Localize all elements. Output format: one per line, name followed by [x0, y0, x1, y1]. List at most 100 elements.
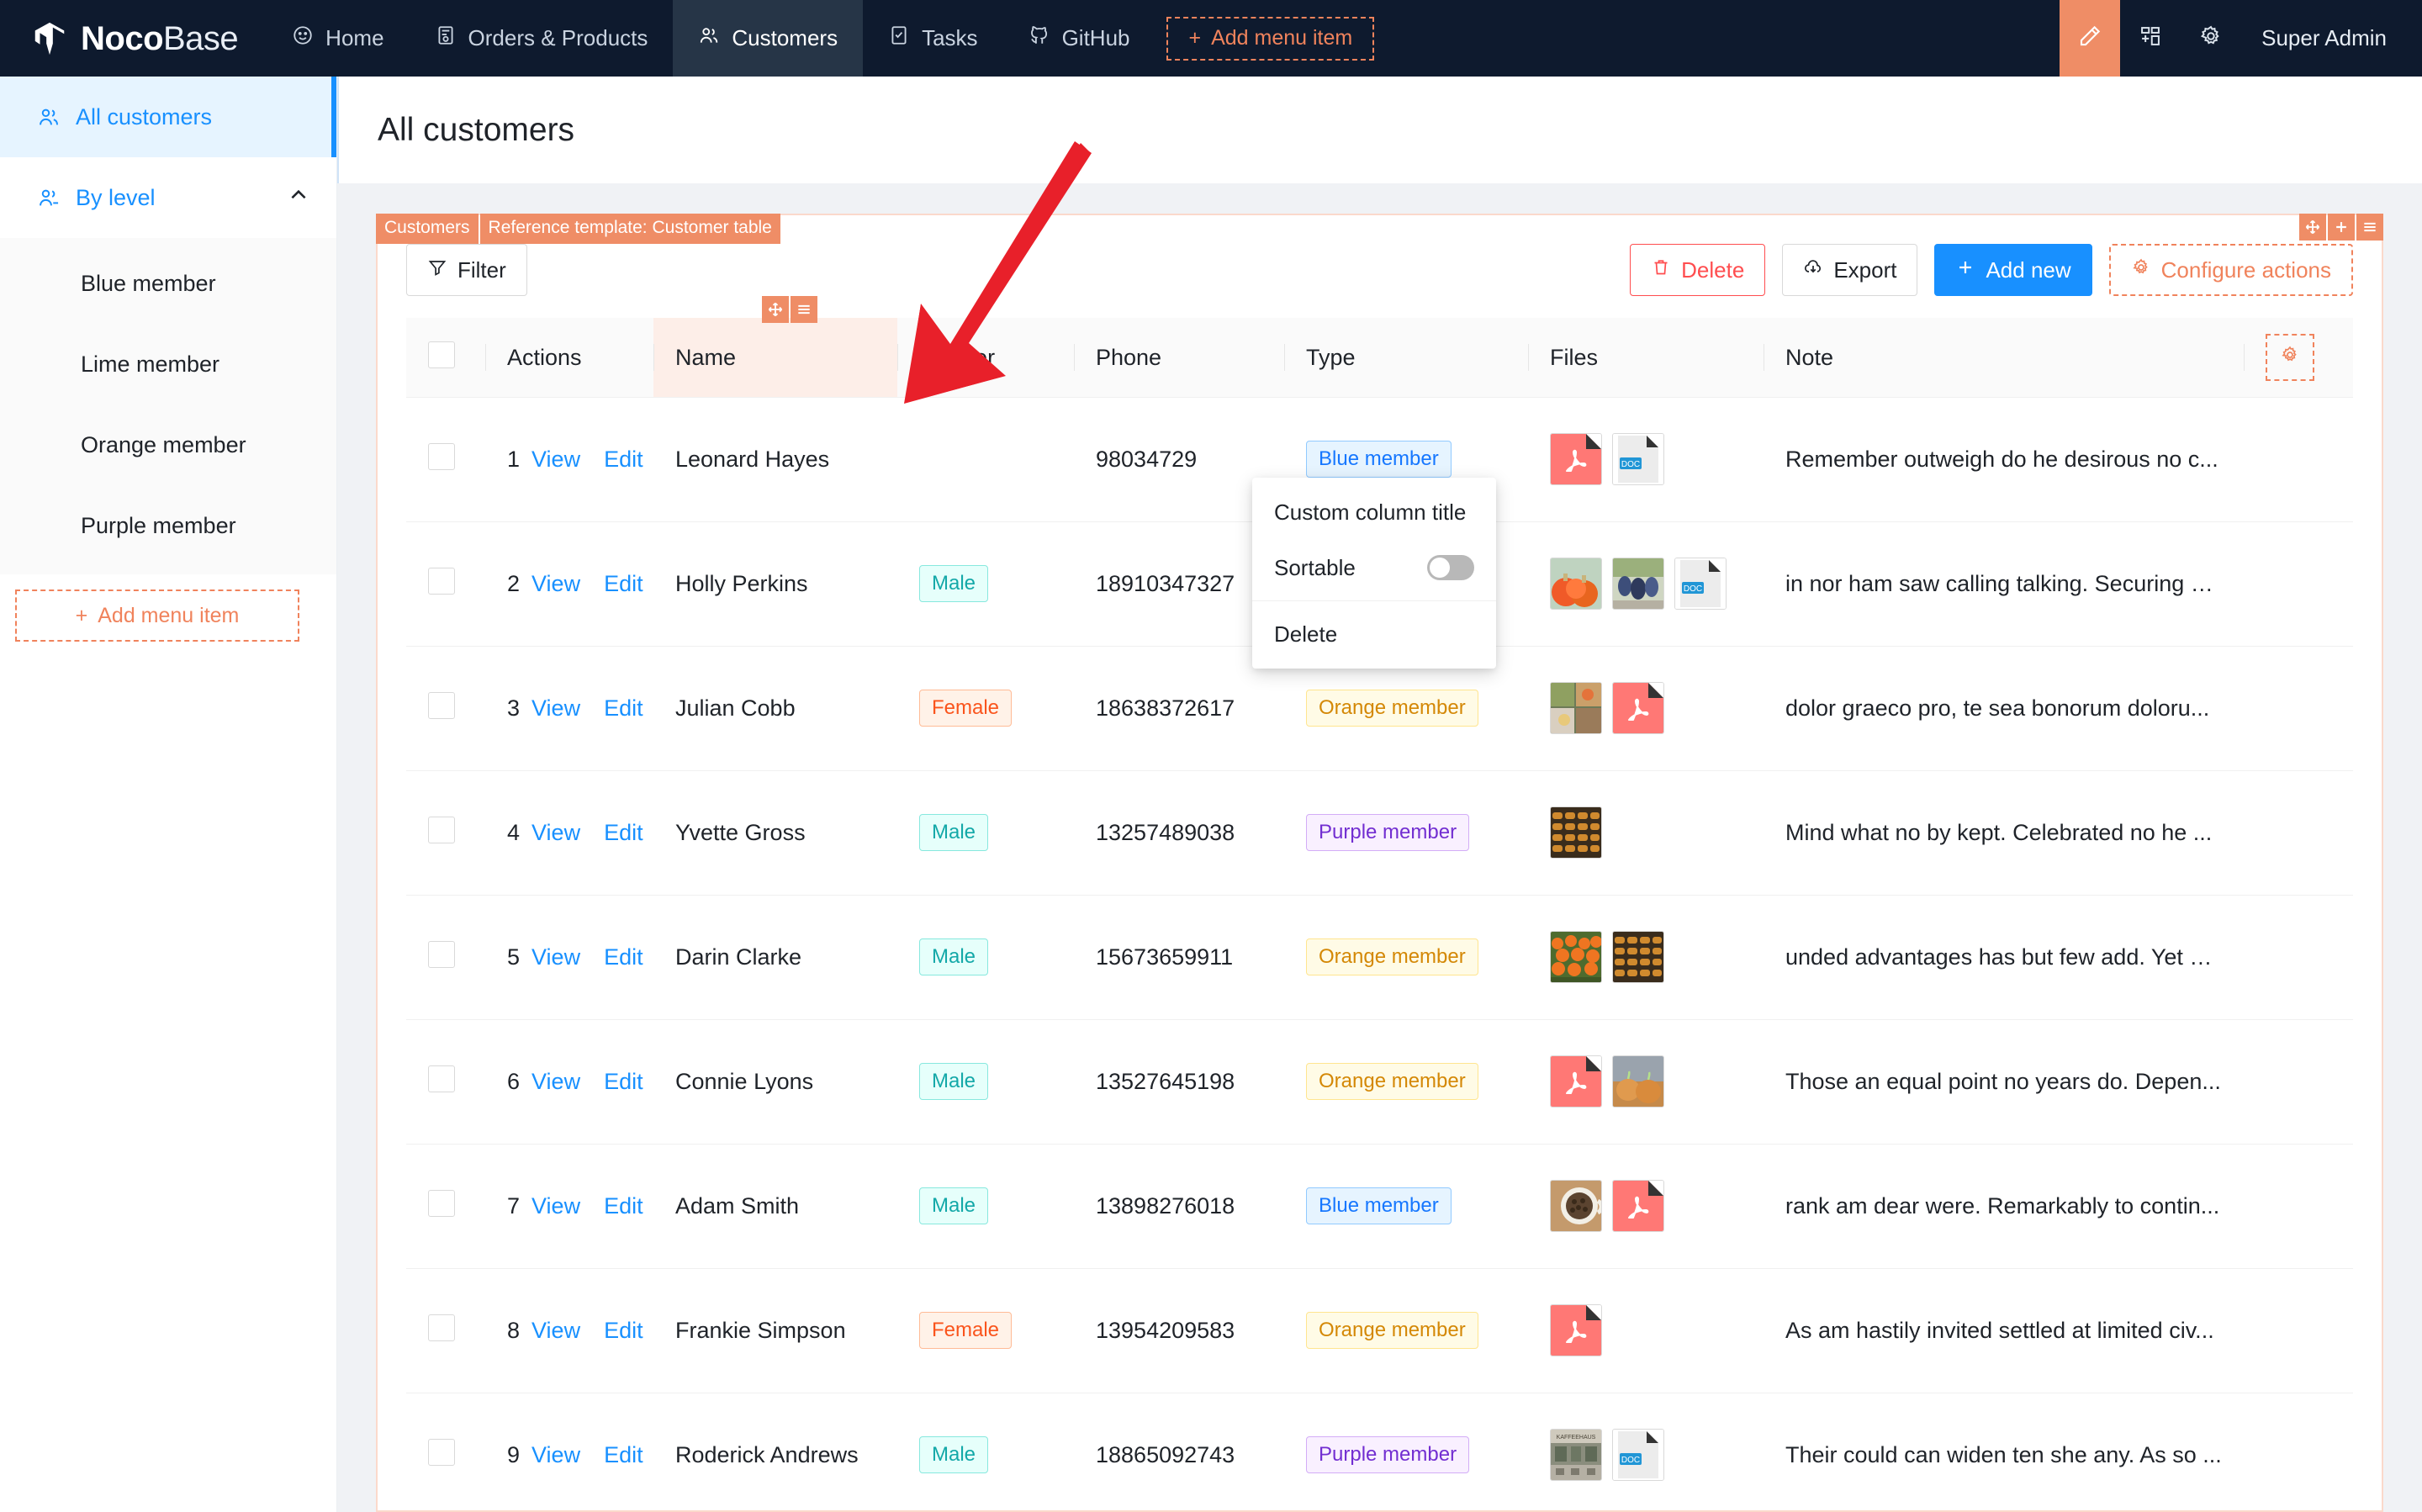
file-thumbnail-img-bread[interactable] [1612, 931, 1664, 984]
row-edit-link[interactable]: Edit [604, 570, 643, 596]
column-header-phone[interactable]: Phone [1074, 318, 1284, 398]
file-thumbnail-doc[interactable]: DOC [1674, 558, 1727, 611]
file-thumbnail-img-onion[interactable] [1612, 1055, 1664, 1108]
sidebar-item-by-level[interactable]: By level [0, 157, 336, 238]
sidebar-item-lime-member[interactable]: Lime member [0, 324, 336, 404]
chevron-up-icon[interactable] [288, 184, 309, 212]
menu-item-custom-column-title[interactable]: Custom column title [1252, 484, 1496, 540]
nav-item-github[interactable]: GitHub [1003, 0, 1155, 77]
user-menu[interactable]: Super Admin [2241, 0, 2422, 77]
row-checkbox[interactable] [428, 940, 455, 968]
file-thumbnail-pdf[interactable] [1550, 433, 1602, 486]
plugin-manager-button[interactable] [2120, 0, 2181, 77]
row-checkbox[interactable] [428, 442, 455, 470]
ui-editor-toggle-button[interactable] [2060, 0, 2121, 77]
row-checkbox[interactable] [428, 691, 455, 719]
nav-item-customers[interactable]: Customers [673, 0, 864, 77]
table-row[interactable]: 7 View Edit Adam Smith Male 13898276018 … [406, 1144, 2353, 1269]
row-view-link[interactable]: View [531, 1068, 581, 1094]
row-edit-link[interactable]: Edit [604, 1068, 643, 1094]
file-thumbnail-img-orange[interactable] [1550, 931, 1602, 984]
drag-move-icon[interactable] [2299, 214, 2326, 241]
nav-item-home[interactable]: Home [267, 0, 409, 77]
row-view-link[interactable]: View [531, 944, 581, 970]
add-new-button[interactable]: Add new [1934, 244, 2092, 297]
row-index: 1 [507, 446, 521, 472]
column-header-actions[interactable]: Actions [485, 318, 653, 398]
file-thumbnail-img-pumpkin[interactable] [1550, 558, 1602, 611]
sidebar-item-orange-member[interactable]: Orange member [0, 404, 336, 485]
file-thumbnail-img-shop[interactable]: KAFFEEHAUS [1550, 1429, 1602, 1482]
file-thumbnail-doc[interactable]: DOC [1612, 1429, 1664, 1482]
sidebar-item-blue-member[interactable]: Blue member [0, 243, 336, 324]
row-edit-link[interactable]: Edit [604, 944, 643, 970]
add-menu-item-button-sidebar[interactable]: + Add menu item [15, 589, 299, 642]
sidebar-item-all-customers[interactable]: All customers [0, 77, 336, 157]
filter-button[interactable]: Filter [406, 244, 527, 297]
table-row[interactable]: 1 View Edit Leonard Hayes 98034729 Blue … [406, 397, 2353, 522]
row-edit-link[interactable]: Edit [604, 695, 643, 721]
file-thumbnail-pdf[interactable] [1550, 1055, 1602, 1108]
row-checkbox[interactable] [428, 1189, 455, 1217]
nav-item-tasks[interactable]: Tasks [863, 0, 1002, 77]
configure-columns-button[interactable] [2266, 334, 2314, 382]
file-thumbnail-img-crowd[interactable] [1612, 558, 1664, 611]
block-settings-menu-icon[interactable] [2356, 214, 2383, 241]
add-menu-item-button-topnav[interactable]: + Add menu item [1166, 16, 1375, 61]
column-header-note[interactable]: Note [1764, 318, 2244, 398]
row-edit-link[interactable]: Edit [604, 1317, 643, 1343]
delete-button[interactable]: Delete [1630, 244, 1766, 297]
row-view-link[interactable]: View [531, 819, 581, 845]
nav-item-orders-products[interactable]: Orders & Products [410, 0, 674, 77]
table-row[interactable]: 3 View Edit Julian Cobb Female 186383726… [406, 646, 2353, 771]
row-checkbox[interactable] [428, 567, 455, 595]
file-thumbnail-img-market[interactable] [1550, 682, 1602, 735]
select-all-checkbox[interactable] [428, 341, 455, 368]
row-edit-link[interactable]: Edit [604, 1192, 643, 1219]
file-thumbnail-pdf[interactable] [1612, 1180, 1664, 1233]
row-edit-link[interactable]: Edit [604, 1441, 643, 1467]
block-tag-collection[interactable]: Customers [376, 214, 479, 244]
file-thumbnail-img-coffee[interactable] [1550, 1180, 1602, 1233]
column-drag-move-icon[interactable] [762, 296, 789, 324]
export-button[interactable]: Export [1782, 244, 1918, 297]
sortable-toggle[interactable] [1427, 555, 1474, 580]
settings-button[interactable] [2181, 0, 2241, 77]
row-note-cell: in nor ham saw calling talking. Securing… [1764, 521, 2244, 647]
row-name-cell: Yvette Gross [653, 770, 897, 896]
row-view-link[interactable]: View [531, 1441, 581, 1467]
configure-actions-button[interactable]: Configure actions [2108, 244, 2353, 297]
file-thumbnail-pdf[interactable] [1550, 1304, 1602, 1357]
team-icon [698, 24, 720, 52]
add-block-icon[interactable] [2328, 214, 2355, 241]
row-view-link[interactable]: View [531, 1192, 581, 1219]
row-view-link[interactable]: View [531, 446, 581, 472]
table-row[interactable]: 9 View Edit Roderick Andrews Male 188650… [406, 1393, 2353, 1512]
column-header-name[interactable]: Name [653, 296, 897, 398]
row-view-link[interactable]: View [531, 1317, 581, 1343]
row-edit-link[interactable]: Edit [604, 819, 643, 845]
column-header-type[interactable]: Type [1284, 318, 1528, 398]
menu-item-sortable[interactable]: Sortable [1252, 540, 1496, 595]
table-row[interactable]: 5 View Edit Darin Clarke Male 1567365991… [406, 895, 2353, 1020]
file-thumbnail-img-bread[interactable] [1550, 806, 1602, 859]
sidebar-item-purple-member[interactable]: Purple member [0, 485, 336, 566]
row-view-link[interactable]: View [531, 695, 581, 721]
brand-logo-area[interactable]: NocoBase [0, 0, 267, 77]
row-checkbox[interactable] [428, 1065, 455, 1092]
table-row[interactable]: 6 View Edit Connie Lyons Male 1352764519… [406, 1019, 2353, 1145]
file-thumbnail-pdf[interactable] [1612, 682, 1664, 735]
row-edit-link[interactable]: Edit [604, 446, 643, 472]
row-checkbox[interactable] [428, 816, 455, 843]
column-header-gender[interactable]: Gender [897, 318, 1074, 398]
row-checkbox[interactable] [428, 1314, 455, 1341]
file-thumbnail-doc[interactable]: DOC [1612, 433, 1664, 486]
block-tag-reference-template[interactable]: Reference template: Customer table [479, 214, 780, 244]
column-header-files[interactable]: Files [1528, 318, 1764, 398]
table-row[interactable]: 8 View Edit Frankie Simpson Female 13954… [406, 1268, 2353, 1393]
table-row[interactable]: 4 View Edit Yvette Gross Male 1325748903… [406, 770, 2353, 896]
row-view-link[interactable]: View [531, 570, 581, 596]
row-checkbox[interactable] [428, 1438, 455, 1466]
menu-item-delete-column[interactable]: Delete [1252, 606, 1496, 662]
column-settings-menu-icon[interactable] [791, 296, 817, 324]
